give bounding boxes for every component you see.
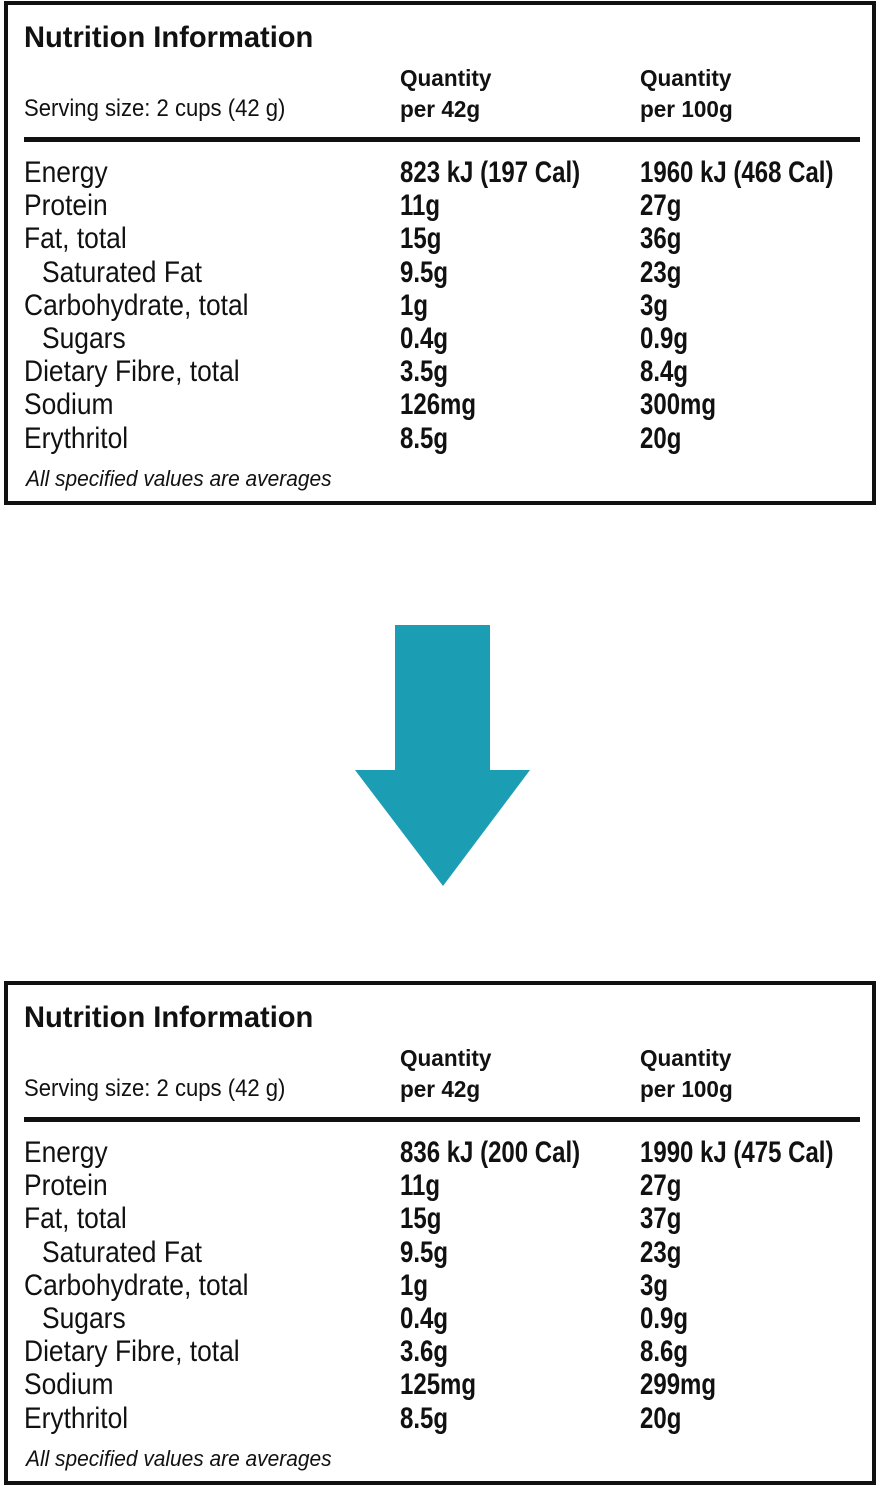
nutrient-value: 3.5g (400, 355, 449, 389)
footnote: All specified values are averages (26, 1446, 332, 1471)
nutrient-value: 27g (640, 1169, 682, 1203)
nutrient-value: 0.4g (400, 322, 449, 355)
column-header: per 100g (640, 1076, 733, 1102)
nutrient-name: Sodium (24, 388, 114, 422)
nutrient-value: 15g (400, 222, 442, 256)
nutrient-value: 8.4g (640, 355, 689, 389)
nutrient-name: Dietary Fibre, total (24, 355, 240, 389)
nutrient-value: 9.5g (400, 255, 449, 289)
nutrition-panel: Nutrition Information Serving size: 2 cup… (4, 1, 876, 505)
nutrient-value: 23g (640, 255, 682, 289)
column-header: Quantity (640, 65, 732, 91)
column-header: per 42g (400, 1076, 481, 1102)
nutrient-name: Fat, total (24, 222, 127, 256)
nutrient-value: 36g (640, 222, 682, 256)
column-header: Quantity (640, 1045, 732, 1071)
nutrient-value: 15g (400, 1202, 442, 1236)
column-header: Quantity (400, 1045, 492, 1071)
nutrient-value: 1960 kJ (468 Cal) (640, 156, 834, 189)
nutrient-value: 300mg (640, 388, 717, 422)
nutrient-name: Sodium (24, 1368, 114, 1402)
serving-size: Serving size: 2 cups (42 g) (24, 95, 286, 122)
column-header: Quantity (400, 65, 492, 91)
nutrient-value: 1g (400, 1268, 429, 1302)
nutrient-name: Saturated Fat (42, 1235, 202, 1269)
nutrient-name: Carbohydrate, total (24, 1268, 249, 1302)
nutrient-name: Sugars (42, 1302, 126, 1335)
nutrient-name: Protein (24, 189, 108, 223)
nutrient-name: Energy (24, 1136, 108, 1169)
nutrient-value: 23g (640, 1235, 682, 1269)
nutrient-value: 8.5g (400, 421, 449, 455)
header-rule (24, 1117, 860, 1122)
nutrient-value: 8.5g (400, 1401, 449, 1435)
footnote: All specified values are averages (26, 466, 332, 491)
nutrient-value: 3g (640, 288, 669, 322)
nutrient-name: Dietary Fibre, total (24, 1335, 240, 1369)
serving-size: Serving size: 2 cups (42 g) (24, 1075, 286, 1102)
column-header: per 42g (400, 96, 481, 122)
nutrient-name: Carbohydrate, total (24, 288, 249, 322)
nutrient-value: 0.9g (640, 1302, 689, 1335)
nutrient-value: 836 kJ (200 Cal) (400, 1136, 581, 1169)
nutrient-value: 20g (640, 1401, 682, 1435)
nutrient-value: 27g (640, 189, 682, 223)
nutrient-name: Fat, total (24, 1202, 127, 1236)
nutrient-value: 125mg (400, 1368, 477, 1402)
nutrient-value: 9.5g (400, 1235, 449, 1269)
nutrient-name: Erythritol (24, 1401, 129, 1435)
nutrient-name: Sugars (42, 322, 126, 355)
nutrient-value: 1g (400, 288, 429, 322)
nutrient-value: 0.9g (640, 322, 689, 355)
nutrient-value: 37g (640, 1202, 682, 1236)
panel-title: Nutrition Information (24, 21, 314, 54)
nutrient-value: 3.6g (400, 1335, 449, 1369)
nutrient-value: 823 kJ (197 Cal) (400, 156, 581, 189)
nutrient-value: 11g (400, 1169, 441, 1203)
nutrient-value: 126mg (400, 388, 477, 422)
nutrient-name: Erythritol (24, 421, 129, 455)
nutrient-value: 3g (640, 1268, 669, 1302)
down-arrow (355, 625, 530, 886)
nutrient-value: 20g (640, 421, 682, 455)
nutrient-value: 299mg (640, 1368, 717, 1402)
header-rule (24, 137, 860, 142)
nutrient-value: 11g (400, 189, 441, 223)
nutrient-name: Energy (24, 156, 108, 189)
column-header: per 100g (640, 96, 733, 122)
nutrition-panel: Nutrition Information Serving size: 2 cup… (4, 981, 876, 1485)
nutrient-value: 1990 kJ (475 Cal) (640, 1136, 834, 1169)
panel-title: Nutrition Information (24, 1001, 314, 1034)
nutrient-name: Protein (24, 1169, 108, 1203)
nutrient-value: 8.6g (640, 1335, 689, 1369)
nutrient-value: 0.4g (400, 1302, 449, 1335)
nutrient-name: Saturated Fat (42, 255, 202, 289)
